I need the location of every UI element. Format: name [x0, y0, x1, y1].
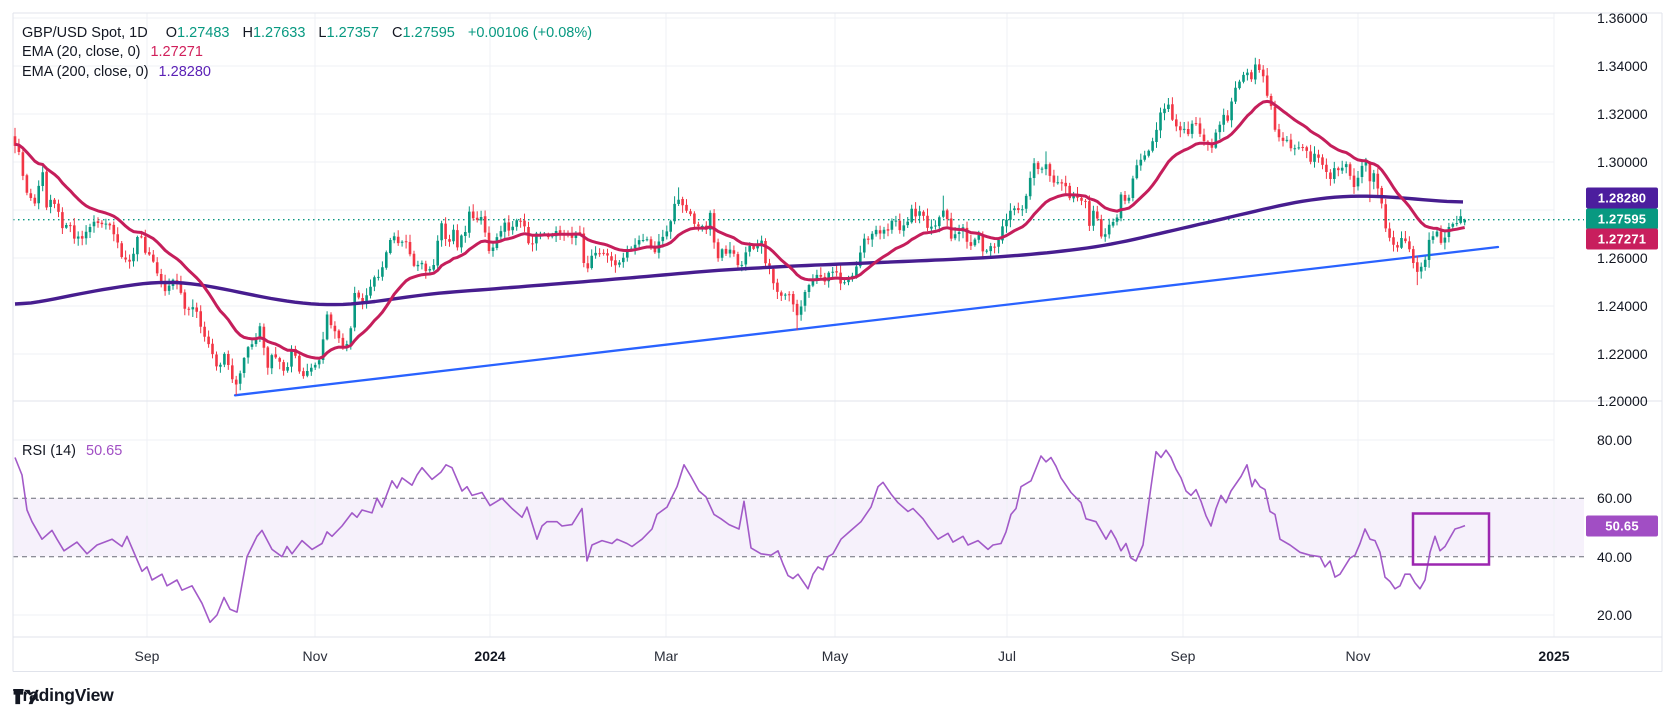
rsi-band — [13, 498, 1584, 557]
ema20-line[interactable] — [14, 99, 1465, 360]
rsi-band-lines — [13, 497, 1584, 558]
rsi-axis-label: 20.00 — [1597, 607, 1633, 623]
price-badge: 1.27271 — [1586, 228, 1658, 250]
ema200-value: 1.28280 — [158, 64, 211, 80]
time-axis-label: 2025 — [1538, 648, 1570, 664]
rsi-legend-row[interactable]: RSI (14) 50.65 — [22, 442, 122, 460]
time-axis-label: Jul — [998, 648, 1016, 664]
ohlc-close: C1.27595 — [391, 25, 455, 41]
price-axis-label: 1.34000 — [1597, 58, 1648, 74]
ohlc-low: L1.27357 — [318, 25, 379, 41]
ema200-legend-row[interactable]: EMA (200, close, 0) 1.28280 — [22, 63, 211, 81]
price-axis-label: 1.26000 — [1597, 250, 1648, 266]
ohlc-high: H1.27633 — [242, 25, 306, 41]
rsi-badge: 50.65 — [1586, 515, 1658, 537]
pane-borders — [12, 12, 1663, 672]
price-axis-label: 1.36000 — [1597, 10, 1648, 26]
candle-wicks-down — [14, 59, 1442, 395]
price-axis-label: 1.30000 — [1597, 154, 1648, 170]
time-axis-label: Sep — [134, 648, 160, 664]
time-axis-label: Nov — [302, 648, 328, 664]
change-value: +0.00106 (+0.08%) — [467, 25, 593, 41]
rsi-label: RSI (14) — [22, 443, 76, 459]
time-axis-label: Sep — [1170, 648, 1196, 664]
symbol-title: GBP/USD Spot, 1D — [22, 25, 148, 41]
time-axis-label: Mar — [653, 648, 679, 664]
price-axis-label: 1.22000 — [1597, 346, 1648, 362]
price-badge: 1.27595 — [1586, 208, 1658, 230]
rsi-axis-label: 80.00 — [1597, 432, 1633, 448]
trendline[interactable] — [233, 245, 1500, 397]
ema20-value: 1.27271 — [150, 44, 203, 60]
price-axis-label: 1.24000 — [1597, 298, 1648, 314]
ema20-label: EMA (20, close, 0) — [22, 44, 141, 60]
ema200-label: EMA (200, close, 0) — [22, 64, 149, 80]
symbol-legend-row[interactable]: GBP/USD Spot, 1D O1.27483 H1.27633 L1.27… — [22, 24, 592, 42]
ohlc-open: O1.27483 — [165, 25, 230, 41]
time-axis-label: May — [821, 648, 849, 664]
price-axis-label: 1.20000 — [1597, 393, 1648, 409]
rsi-highlight-rect[interactable] — [1411, 512, 1491, 566]
time-axis-label: 2024 — [474, 648, 506, 664]
price-axis-label: 1.32000 — [1597, 106, 1648, 122]
time-axis-label: Nov — [1345, 648, 1371, 664]
candles — [13, 57, 1466, 395]
rsi-value: 50.65 — [86, 443, 123, 459]
price-badge: 1.28280 — [1586, 187, 1658, 209]
tradingview-logo[interactable]: TradingView — [13, 685, 114, 706]
ema200-line[interactable] — [14, 194, 1464, 307]
rsi-axis-label: 60.00 — [1597, 490, 1633, 506]
ema20-legend-row[interactable]: EMA (20, close, 0) 1.27271 — [22, 43, 203, 61]
rsi-axis-label: 40.00 — [1597, 549, 1633, 565]
tradingview-logo-icon — [13, 689, 39, 705]
rsi-line[interactable] — [14, 449, 1466, 624]
